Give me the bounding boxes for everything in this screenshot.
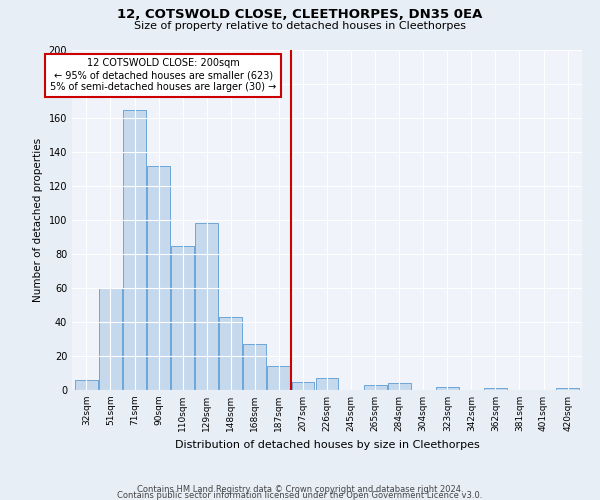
X-axis label: Distribution of detached houses by size in Cleethorpes: Distribution of detached houses by size … [175, 440, 479, 450]
Bar [99, 288, 122, 390]
Text: 12 COTSWOLD CLOSE: 200sqm
← 95% of detached houses are smaller (623)
5% of semi-: 12 COTSWOLD CLOSE: 200sqm ← 95% of detac… [50, 58, 277, 92]
Bar [316, 378, 338, 390]
Bar [388, 383, 410, 390]
Y-axis label: Number of detached properties: Number of detached properties [33, 138, 43, 302]
Bar [484, 388, 507, 390]
Bar [147, 166, 170, 390]
Bar [220, 317, 242, 390]
Bar [364, 385, 386, 390]
Text: Size of property relative to detached houses in Cleethorpes: Size of property relative to detached ho… [134, 21, 466, 31]
Bar [195, 224, 218, 390]
Bar [75, 380, 98, 390]
Text: Contains HM Land Registry data © Crown copyright and database right 2024.: Contains HM Land Registry data © Crown c… [137, 485, 463, 494]
Bar [171, 246, 194, 390]
Bar [244, 344, 266, 390]
Bar [292, 382, 314, 390]
Text: Contains public sector information licensed under the Open Government Licence v3: Contains public sector information licen… [118, 491, 482, 500]
Bar [436, 386, 459, 390]
Bar [123, 110, 146, 390]
Bar [268, 366, 290, 390]
Text: 12, COTSWOLD CLOSE, CLEETHORPES, DN35 0EA: 12, COTSWOLD CLOSE, CLEETHORPES, DN35 0E… [118, 8, 482, 20]
Bar [556, 388, 579, 390]
